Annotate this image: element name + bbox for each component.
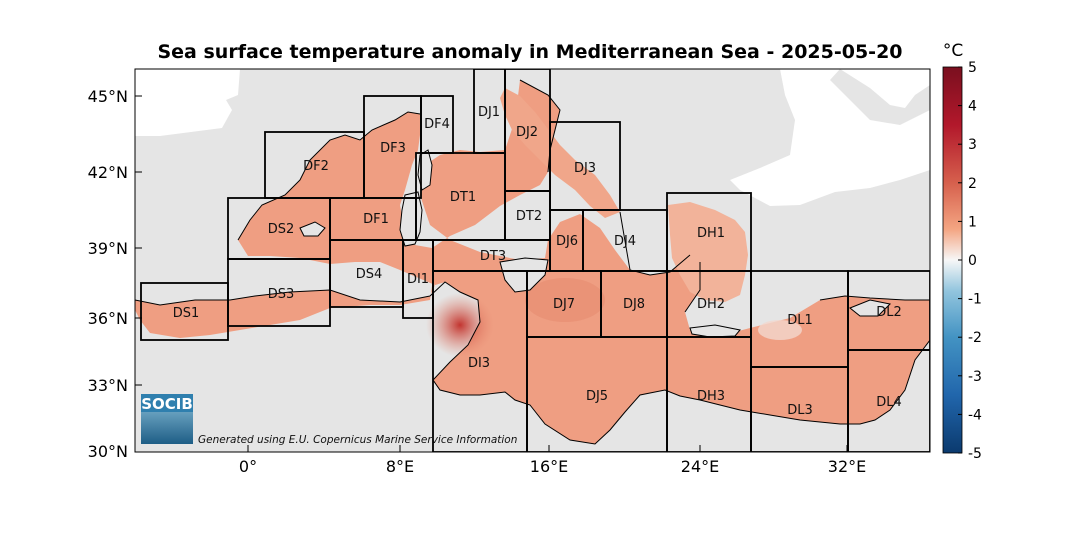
socib-logo-band	[141, 394, 193, 412]
map-area: DS1 DS2 DS3 DS4 DF1 DF2 DF3 DF4 DI1 DI3 …	[135, 69, 930, 452]
lat-label-30N: 30°N	[88, 442, 128, 461]
region-label-DH3: DH3	[697, 389, 725, 404]
region-label-DS4: DS4	[356, 267, 383, 282]
colorbar-tick-label: 0	[968, 253, 977, 269]
region-label-DJ1: DJ1	[478, 105, 500, 120]
lon-label-0: 0°	[239, 457, 257, 476]
colorbar-ticks: 5 4 3 2 1 0 -1 -2 -3 -4 -5	[958, 60, 982, 462]
socib-logo: SOCIB	[141, 394, 193, 444]
region-label-DS1: DS1	[173, 306, 200, 321]
region-boxes	[140, 69, 930, 452]
coastline	[135, 79, 930, 445]
island-sicily	[499, 257, 549, 293]
outside-domain-northwest	[135, 69, 240, 136]
region-label-DJ8: DJ8	[623, 297, 645, 312]
lat-label-39N: 39°N	[88, 239, 128, 258]
lat-label-36N: 36°N	[88, 309, 128, 328]
region-label-DF1: DF1	[363, 212, 389, 227]
region-label-DJ4: DJ4	[614, 234, 636, 249]
colorbar-tick-label: -4	[968, 407, 982, 423]
region-label-DI1: DI1	[407, 272, 429, 287]
region-label-DT2: DT2	[516, 209, 542, 224]
black-sea-north	[830, 69, 930, 125]
lon-label-24E: 24°E	[681, 457, 719, 476]
colorbar: °C 5 4 3 2 1 0 -1 -2 -3 -4 -5	[942, 41, 982, 462]
colorbar-tick-label: 5	[968, 60, 977, 76]
colorbar-tick-label: 1	[968, 214, 977, 230]
anomaly-warm-patch	[525, 278, 605, 322]
colorbar-units: °C	[943, 41, 963, 61]
lat-label-42N: 42°N	[88, 163, 128, 182]
region-label-DL2: DL2	[876, 305, 902, 320]
island-cyprus	[849, 299, 892, 317]
region-label-DF4: DF4	[424, 117, 450, 132]
lon-axis: 0° 8°E 16°E 24°E 32°E	[239, 445, 866, 476]
socib-logo-text: SOCIB	[141, 395, 193, 413]
map-frame	[134, 68, 931, 453]
anomaly-hotspot	[426, 293, 494, 357]
lon-label-16E: 16°E	[530, 457, 568, 476]
island-balearic	[299, 221, 326, 237]
island-crete	[689, 324, 741, 338]
credit-text: Generated using E.U. Copernicus Marine S…	[198, 434, 517, 446]
region-label-DJ2: DJ2	[516, 125, 538, 140]
colorbar-tick-label: 4	[968, 99, 977, 115]
region-label-DT1: DT1	[450, 190, 476, 205]
region-label-DL4: DL4	[876, 395, 902, 410]
region-label-DI3: DI3	[468, 356, 490, 371]
region-label-DJ3: DJ3	[574, 161, 596, 176]
region-label-DL1: DL1	[787, 313, 813, 328]
region-label-DT3: DT3	[480, 249, 506, 264]
lon-label-32E: 32°E	[828, 457, 866, 476]
colorbar-tick-label: -5	[968, 446, 982, 462]
region-label-DJ7: DJ7	[553, 297, 575, 312]
region-label-DF3: DF3	[380, 141, 406, 156]
lat-label-33N: 33°N	[88, 376, 128, 395]
region-label-DH2: DH2	[697, 297, 725, 312]
region-labels: DS1 DS2 DS3 DS4 DF1 DF2 DF3 DF4 DI1 DI3 …	[173, 105, 902, 418]
region-label-DS2: DS2	[268, 222, 295, 237]
region-label-DL3: DL3	[787, 403, 813, 418]
colorbar-tick-label: -2	[968, 330, 982, 346]
lon-label-8E: 8°E	[386, 457, 414, 476]
region-label-DS3: DS3	[268, 287, 295, 302]
chart-title: Sea surface temperature anomaly in Medit…	[157, 41, 902, 63]
sea-adriatic	[500, 88, 620, 218]
box-DL4	[847, 349, 930, 452]
colorbar-tick-label: -3	[968, 369, 982, 385]
colorbar-tick-label: 2	[968, 176, 977, 192]
anomaly-cool-patch	[758, 320, 802, 340]
region-label-DF2: DF2	[303, 159, 329, 174]
region-label-DH1: DH1	[697, 226, 725, 241]
region-label-DJ6: DJ6	[556, 234, 578, 249]
region-label-DJ5: DJ5	[586, 389, 608, 404]
lat-axis: 45°N 42°N 39°N 36°N 33°N 30°N	[88, 87, 142, 461]
sea-aegean	[668, 202, 748, 302]
colorbar-tick-label: 3	[968, 137, 977, 153]
lat-label-45N: 45°N	[88, 87, 128, 106]
colorbar-tick-label: -1	[968, 292, 982, 308]
